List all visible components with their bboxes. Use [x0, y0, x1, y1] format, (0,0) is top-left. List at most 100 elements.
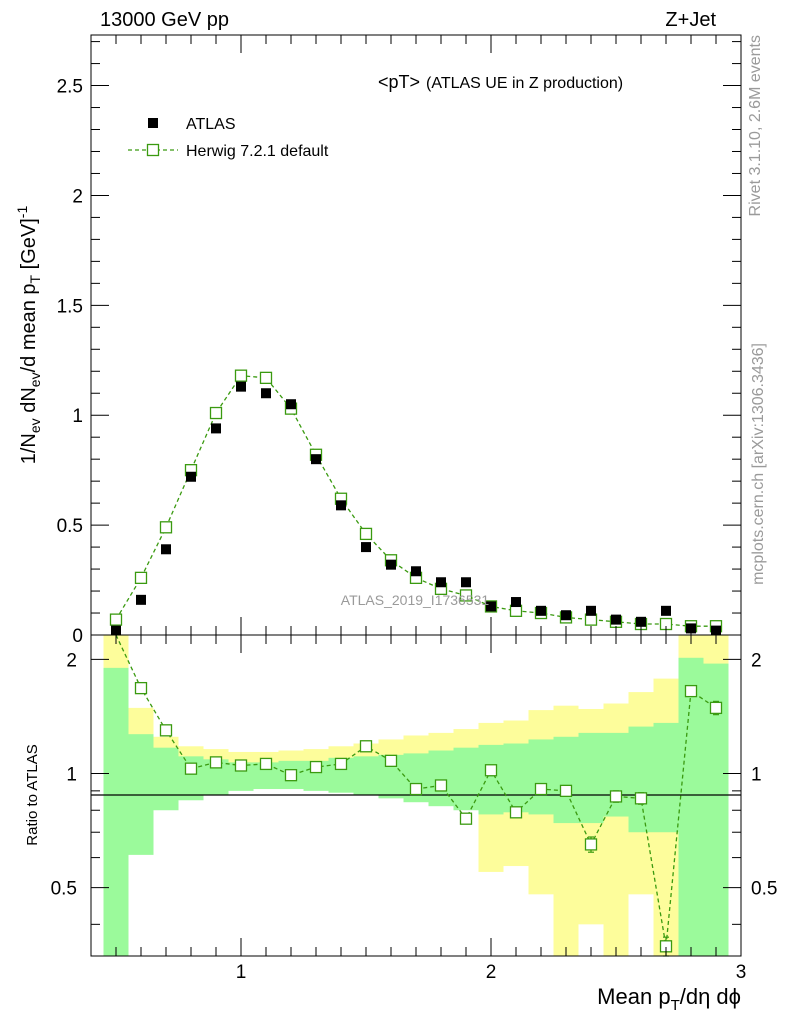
y-tick-label: 1 [72, 406, 83, 427]
band-inner [153, 747, 179, 811]
band-inner [578, 732, 604, 824]
legend-herwig-label: Herwig 7.2.1 default [186, 143, 329, 160]
ratio-point [534, 782, 548, 796]
ratio-point [134, 681, 148, 695]
band-inner [428, 750, 454, 807]
ratio-y-tick-label-left: 1 [66, 765, 77, 786]
atlas-point [661, 605, 671, 616]
ratio-y-tick-label-left: 0.5 [51, 879, 77, 900]
ratio-point [309, 760, 323, 774]
main-title: <pT> [378, 72, 420, 92]
atlas-point [186, 471, 196, 482]
rivet-label: Rivet 3.1.10, 2.6M events [747, 35, 764, 216]
herwig-point [459, 589, 473, 602]
main-ylabel: 1/Nev dNev/d mean pT [GeV]-1 [14, 206, 43, 465]
atlas-point [311, 454, 321, 465]
y-tick-label: 1.5 [57, 296, 83, 317]
ratio-point [434, 779, 448, 792]
band-inner [478, 744, 504, 815]
legend: ATLAS Herwig 7.2.1 default [128, 116, 329, 160]
ratio-y-tick-label-right: 0.5 [751, 879, 777, 900]
legend-atlas-marker [148, 118, 158, 128]
y-tick-label: 0.5 [57, 516, 83, 537]
ratio-point [559, 784, 573, 798]
ratio-point [584, 838, 598, 851]
ratio-point [234, 759, 248, 772]
ratio-point [284, 769, 298, 782]
ratio-xlabel: Mean pT/dη dϕ [597, 984, 741, 1014]
band-inner [628, 726, 654, 833]
band-inner [503, 743, 529, 813]
band-inner [353, 756, 379, 795]
atlas-point [636, 616, 646, 627]
atlas-point [361, 542, 371, 553]
ratio-point [384, 754, 398, 768]
atlas-point [511, 597, 521, 608]
band-inner [653, 722, 679, 833]
x-tick-label: 1 [236, 962, 247, 983]
ratio-panel: 0.5 0.5 1 1 2 2 1 2 3 Ratio to ATLAS Mean pT/dη … [24, 634, 777, 1014]
atlas-point [161, 544, 171, 555]
herwig-point [359, 527, 373, 541]
atlas-point [261, 388, 271, 399]
process-label: Z+Jet [665, 9, 716, 31]
y-tick-label: 2.5 [57, 77, 83, 98]
atlas-point [386, 559, 396, 570]
band-inner [103, 667, 129, 956]
main-subtitle: (ATLAS UE in Z production) [426, 75, 623, 92]
herwig-point [209, 406, 223, 420]
ratio-point [334, 757, 348, 771]
ratio-y-tick-label-left: 2 [66, 650, 77, 671]
atlas-point [211, 423, 221, 434]
atlas-point [536, 605, 546, 616]
ratio-y-tick-label-right: 2 [751, 650, 762, 671]
atlas-point [236, 381, 246, 392]
ratio-y-tick-label-right: 1 [751, 765, 762, 786]
x-tick-label: 3 [736, 962, 747, 983]
atlas-point [461, 577, 471, 588]
band-inner [453, 747, 479, 811]
ratio-ticks: 0.5 0.5 1 1 2 2 1 2 3 [51, 635, 777, 983]
atlas-point [586, 605, 596, 616]
band-inner [528, 739, 554, 815]
herwig-point [109, 613, 123, 626]
mcplots-label: mcplots.cern.ch [arXiv:1306.3436] [750, 343, 767, 585]
ratio-point [709, 701, 723, 715]
analysis-watermark: ATLAS_2019_I1736531 [341, 592, 490, 608]
atlas-point [286, 399, 296, 410]
ratio-point [609, 790, 623, 803]
herwig-point [159, 521, 173, 534]
ratio-point [209, 756, 223, 769]
ratio-point [459, 812, 473, 825]
herwig-point [234, 369, 248, 382]
band-inner [603, 732, 629, 817]
ratio-point [359, 740, 373, 753]
ratio-point [634, 792, 648, 805]
y-tick-label: 2 [72, 186, 83, 207]
atlas-point [336, 500, 346, 511]
legend-atlas-label: ATLAS [186, 116, 236, 133]
atlas-point [136, 594, 146, 605]
atlas-point [561, 610, 571, 621]
main-panel: 0 0.5 1 1.5 2 2.5 <pT> (ATLAS UE in Z product… [14, 34, 742, 647]
ratio-ylabel: Ratio to ATLAS [24, 744, 41, 845]
x-tick-label: 2 [486, 962, 497, 983]
ratio-point [509, 806, 523, 819]
atlas-point [611, 614, 621, 625]
main-ticks: 0 0.5 1 1.5 2 2.5 [57, 35, 742, 647]
legend-herwig-marker [146, 143, 160, 157]
atlas-point [486, 601, 496, 612]
ratio-point [684, 684, 698, 698]
ratio-point [184, 762, 198, 775]
ratio-point [159, 724, 173, 737]
band-inner [553, 736, 579, 824]
ratio-point [409, 782, 423, 796]
atlas-point [411, 566, 421, 577]
ratio-point [259, 757, 273, 771]
energy-label: 13000 GeV pp [100, 9, 229, 31]
herwig-point [134, 571, 148, 585]
herwig-point [259, 371, 273, 385]
atlas-point [436, 577, 446, 588]
herwig-line [115, 374, 716, 627]
band-inner [678, 657, 704, 956]
